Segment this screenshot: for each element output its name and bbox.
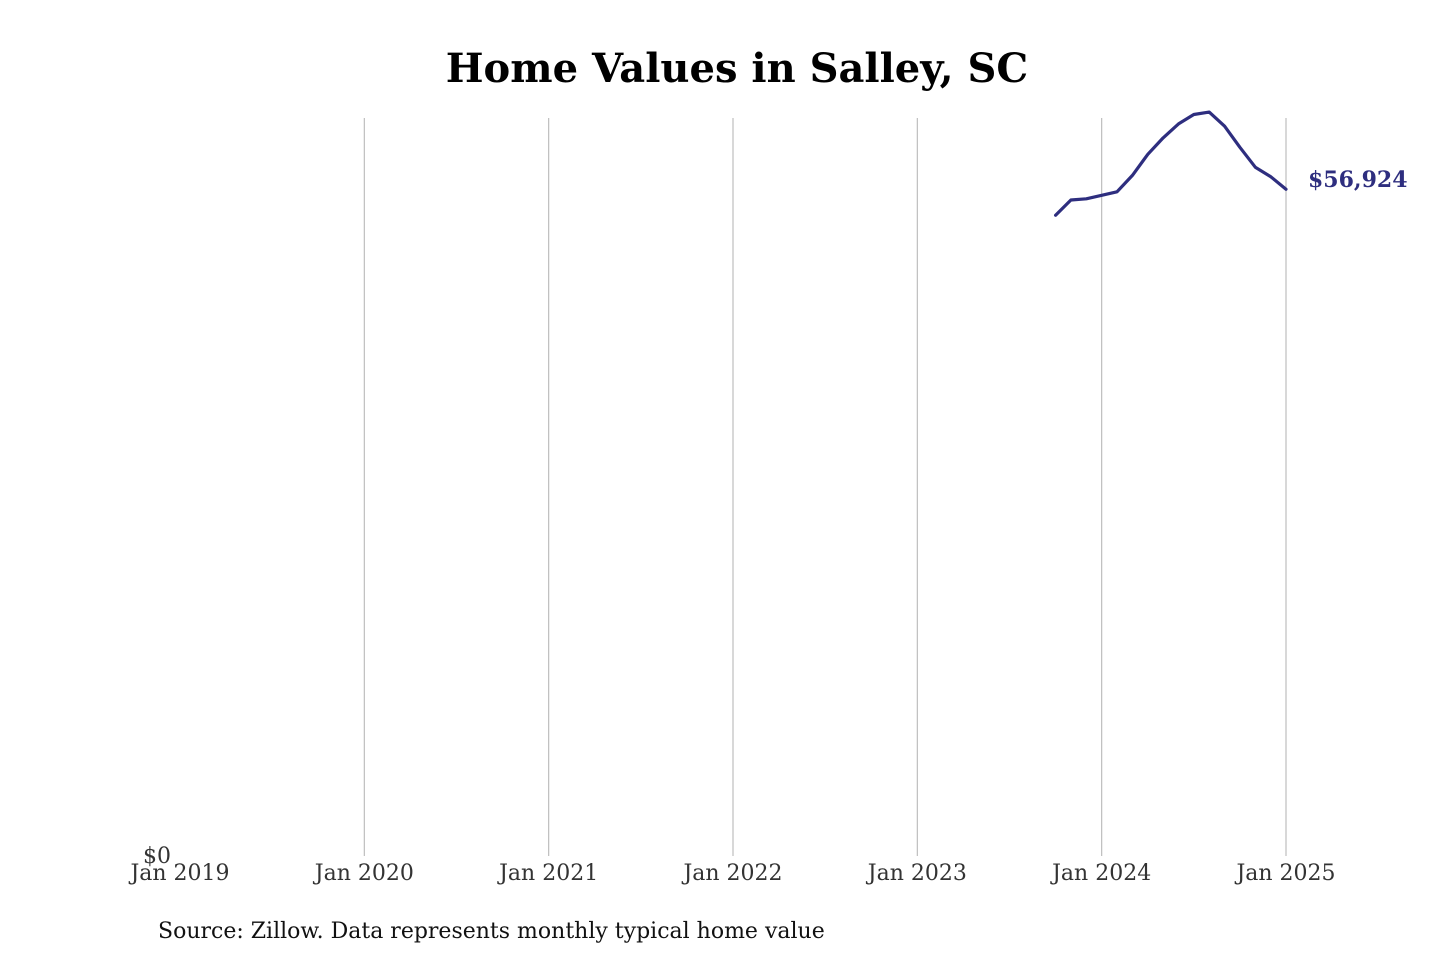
x-tick-label: Jan 2022 (681, 861, 782, 886)
x-tick-label: Jan 2020 (313, 861, 414, 886)
x-tick-label: Jan 2025 (1234, 861, 1335, 886)
y-tick-label: $0 (143, 844, 171, 869)
y-tick-labels: $0 (143, 844, 171, 869)
source-note: Source: Zillow. Data represents monthly … (158, 919, 825, 944)
chart-title: Home Values in Salley, SC (446, 45, 1028, 92)
x-tick-label: Jan 2023 (866, 861, 967, 886)
series-layer: $56,924 (1054, 110, 1408, 217)
x-tick-label: Jan 2024 (1050, 861, 1151, 886)
last-value-label: $56,924 (1308, 167, 1408, 193)
x-tick-labels: Jan 2019 Jan 2020 Jan 2021 Jan 2022 Jan 2023… (128, 861, 1335, 886)
home-value-line (1054, 110, 1288, 217)
gridlines (363, 118, 1287, 856)
x-tick-label: Jan 2021 (497, 861, 598, 886)
x-tick-label: Jan 2019 (128, 861, 229, 886)
